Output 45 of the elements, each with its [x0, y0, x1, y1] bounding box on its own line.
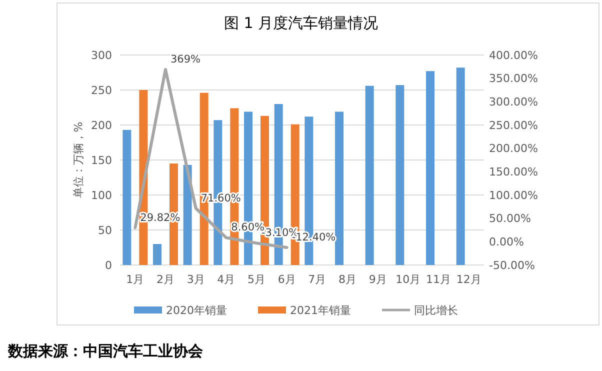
- chart-title: 图 1 月度汽车销量情况: [224, 14, 378, 32]
- x-tick-label: 12月: [456, 273, 482, 286]
- y2-tick-label: 200.00%: [489, 142, 538, 156]
- bar: [365, 86, 374, 265]
- x-tick-label: 11月: [426, 273, 451, 286]
- x-tick-label: 8月: [338, 273, 356, 286]
- bar: [153, 244, 162, 265]
- y-tick-label: 100: [91, 188, 112, 202]
- bar: [396, 85, 404, 265]
- y-tick-label: 150: [91, 154, 112, 167]
- y2-tick-label: 150.00%: [489, 166, 538, 179]
- y2-tick-label: 0.00%: [489, 236, 524, 249]
- legend-label: 2021年销量: [290, 304, 351, 317]
- y2-tick-label: 50.00%: [489, 212, 531, 226]
- x-tick-label: 6月: [278, 273, 296, 286]
- x-tick-label: 3月: [186, 273, 205, 286]
- x-tick-label: 2月: [156, 273, 174, 286]
- x-tick-label: 7月: [308, 273, 326, 286]
- x-tick-label: 5月: [248, 273, 266, 286]
- data-label: 71.60%: [200, 192, 241, 204]
- bar: [456, 68, 465, 265]
- x-tick-label: 9月: [368, 273, 387, 286]
- y-tick-label: 0: [105, 258, 112, 272]
- y2-tick-label: 250.00%: [489, 118, 538, 132]
- source-note: 数据来源：中国汽车工业协会: [7, 342, 204, 360]
- y2-tick-label: 300.00%: [489, 96, 538, 109]
- y-tick-label: 250: [91, 84, 112, 97]
- legend-label: 2020年销量: [166, 304, 227, 317]
- bar: [122, 130, 132, 265]
- y2-tick-label: 100.00%: [489, 188, 538, 202]
- x-tick-label: 1月: [126, 273, 144, 286]
- x-tick-label: 4月: [217, 273, 236, 286]
- bar: [335, 112, 344, 265]
- bar: [426, 71, 434, 265]
- y-tick-label: 300: [91, 48, 112, 62]
- bar: [183, 164, 192, 265]
- y2-tick-label: 350.00%: [489, 72, 538, 86]
- y2-tick-label: -50.00%: [489, 258, 535, 272]
- y-axis-title: 单位：万辆，%: [72, 122, 85, 198]
- y2-tick-label: 400.00%: [489, 48, 538, 62]
- y-tick-label: 50: [98, 224, 112, 237]
- y-tick-label: 200: [91, 118, 112, 132]
- legend-label: 同比增长: [414, 304, 458, 317]
- data-label: 369%: [170, 53, 201, 66]
- x-tick-label: 10月: [396, 273, 421, 286]
